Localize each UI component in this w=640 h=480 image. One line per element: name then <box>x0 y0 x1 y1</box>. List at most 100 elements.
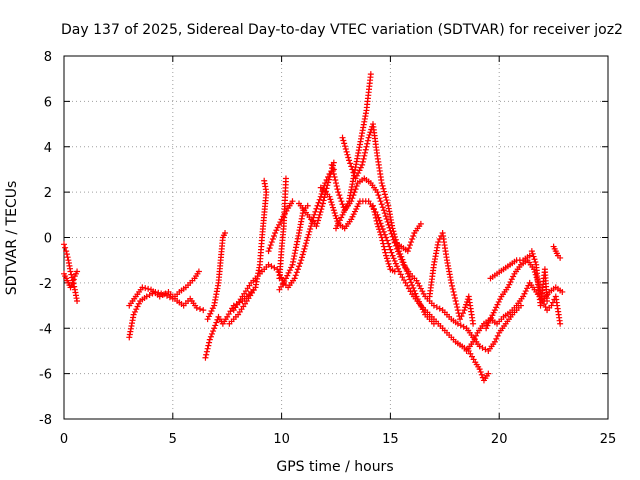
chart-title: Day 137 of 2025, Sidereal Day-to-day VTE… <box>61 22 623 38</box>
data-point <box>404 270 411 277</box>
data-point <box>548 302 555 309</box>
data-point <box>449 282 456 289</box>
data-point <box>328 161 335 168</box>
data-point <box>450 288 457 295</box>
data-point <box>375 192 382 199</box>
data-point <box>528 248 535 255</box>
data-point <box>200 307 207 314</box>
data-point <box>454 304 461 311</box>
data-point <box>380 240 387 247</box>
data-point <box>362 146 369 153</box>
data-point <box>376 195 383 202</box>
data-point <box>541 301 548 308</box>
data-point <box>448 279 455 286</box>
data-point <box>452 298 459 305</box>
data-point <box>522 288 529 295</box>
data-point <box>269 236 276 243</box>
grid-layer <box>64 56 608 419</box>
y-axis-label: SDTVAR / TECUs <box>4 181 20 296</box>
data-point <box>379 237 386 244</box>
data-point <box>330 170 337 177</box>
data-point <box>405 273 412 280</box>
data-point <box>329 164 336 171</box>
data-point <box>471 335 478 342</box>
data-point <box>388 249 395 256</box>
data-point <box>139 284 146 291</box>
data-point <box>331 209 338 216</box>
data-point <box>395 265 402 272</box>
data-point <box>510 273 517 280</box>
data-point <box>430 320 437 327</box>
data-point <box>320 197 327 204</box>
data-point <box>315 217 322 224</box>
data-point <box>344 200 351 207</box>
data-point <box>410 232 417 239</box>
data-point <box>267 242 274 249</box>
data-point <box>317 208 324 215</box>
series-track-j <box>276 175 289 282</box>
data-point <box>326 193 333 200</box>
data-point <box>362 149 369 156</box>
data-point <box>195 268 202 275</box>
data-point <box>343 148 350 155</box>
y-tick-label: 4 <box>44 141 52 156</box>
data-layer <box>61 71 566 384</box>
data-point <box>339 201 346 208</box>
data-point <box>408 279 415 286</box>
data-point <box>410 284 417 291</box>
data-point <box>301 245 308 252</box>
data-point <box>347 160 354 167</box>
x-axis-label: GPS time / hours <box>276 459 393 475</box>
data-point <box>352 186 359 193</box>
data-point <box>333 225 339 232</box>
data-point <box>69 279 76 286</box>
data-point <box>403 267 410 274</box>
y-tick-label: 2 <box>44 186 52 201</box>
data-point <box>204 345 211 352</box>
data-point <box>315 199 322 206</box>
data-point <box>282 275 289 282</box>
data-point <box>383 255 390 262</box>
data-point <box>307 225 314 232</box>
data-point <box>333 180 339 187</box>
data-point <box>382 213 389 220</box>
data-point <box>493 304 500 311</box>
data-point <box>491 338 498 345</box>
data-point <box>382 194 389 201</box>
data-point <box>381 191 388 198</box>
data-point <box>297 260 304 267</box>
data-point <box>379 182 386 189</box>
data-point <box>398 253 405 260</box>
data-point <box>294 266 301 273</box>
data-point <box>504 284 511 291</box>
data-point <box>211 325 218 332</box>
data-point <box>335 189 342 196</box>
data-point <box>285 269 292 276</box>
data-point <box>401 262 408 269</box>
data-point <box>349 166 356 173</box>
data-point <box>206 336 213 343</box>
data-point <box>330 207 337 214</box>
y-tick-label: -4 <box>39 322 52 337</box>
series-track-i <box>265 198 296 255</box>
data-point <box>282 175 289 182</box>
data-point <box>70 276 77 283</box>
data-point <box>406 242 413 249</box>
data-point <box>207 333 214 340</box>
data-point <box>392 260 399 267</box>
x-tick-label: 15 <box>382 432 399 447</box>
data-point <box>316 196 323 203</box>
data-point <box>304 202 311 209</box>
data-point <box>303 240 310 247</box>
data-point <box>74 268 81 275</box>
data-point <box>494 332 501 339</box>
data-point <box>131 308 138 315</box>
data-point <box>383 252 390 259</box>
data-point <box>493 335 500 342</box>
data-point <box>524 285 531 292</box>
data-point <box>389 225 396 232</box>
data-point <box>306 228 313 235</box>
data-point <box>300 248 307 255</box>
data-point <box>135 300 142 307</box>
data-point <box>353 183 360 190</box>
